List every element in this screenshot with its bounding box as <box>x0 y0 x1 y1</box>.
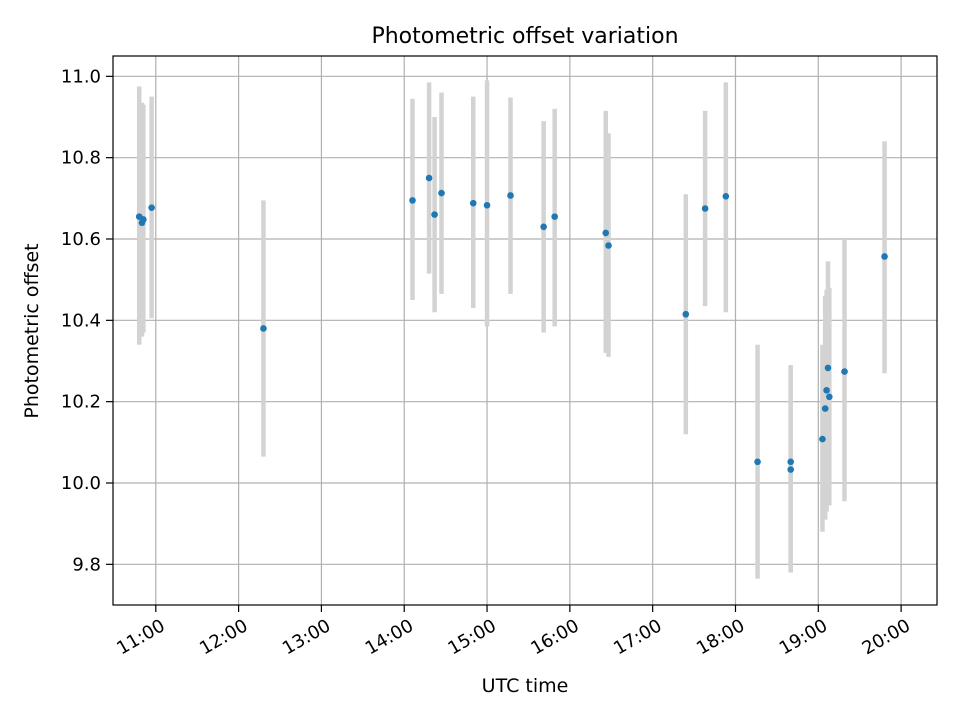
data-point <box>431 211 438 218</box>
y-tick-label: 9.8 <box>72 554 101 575</box>
data-point <box>507 192 514 199</box>
data-point <box>787 458 794 466</box>
data-point <box>819 435 826 443</box>
data-point <box>148 204 155 211</box>
data-point <box>826 393 833 401</box>
data-point <box>754 458 761 466</box>
data-point <box>821 405 829 412</box>
plot-frame <box>112 55 938 606</box>
data-point <box>409 197 416 204</box>
y-tick-label: 10.8 <box>61 148 101 169</box>
y-axis: 9.8 10.0 10.2 10.4 10.6 10.8 11.0 <box>61 66 113 575</box>
data-point <box>438 189 445 197</box>
data-point <box>605 242 612 249</box>
data-point <box>140 216 147 223</box>
y-tick-label: 10.0 <box>61 473 101 494</box>
x-axis-label: UTC time <box>482 675 569 697</box>
y-tick-label: 10.4 <box>61 310 101 331</box>
y-tick-label: 10.2 <box>61 392 101 413</box>
data-point <box>823 386 830 394</box>
data-point <box>540 223 547 231</box>
data-point <box>602 229 610 237</box>
data-point <box>260 325 267 332</box>
y-tick-label: 11.0 <box>61 66 101 87</box>
data-point <box>787 466 794 473</box>
data-point <box>701 205 709 212</box>
data-point <box>841 368 848 375</box>
data-points <box>135 174 888 473</box>
data-point <box>469 199 477 207</box>
data-point <box>682 310 690 318</box>
data-point <box>483 201 491 209</box>
data-point <box>722 193 730 200</box>
data-point <box>425 174 433 182</box>
grid-lines <box>113 56 937 605</box>
data-point <box>824 364 832 372</box>
y-tick-label: 10.6 <box>61 229 101 250</box>
y-axis-label: Photometric offset <box>21 243 43 418</box>
chart-title: Photometric offset variation <box>371 24 678 49</box>
data-point <box>551 213 558 220</box>
data-point <box>881 253 888 260</box>
